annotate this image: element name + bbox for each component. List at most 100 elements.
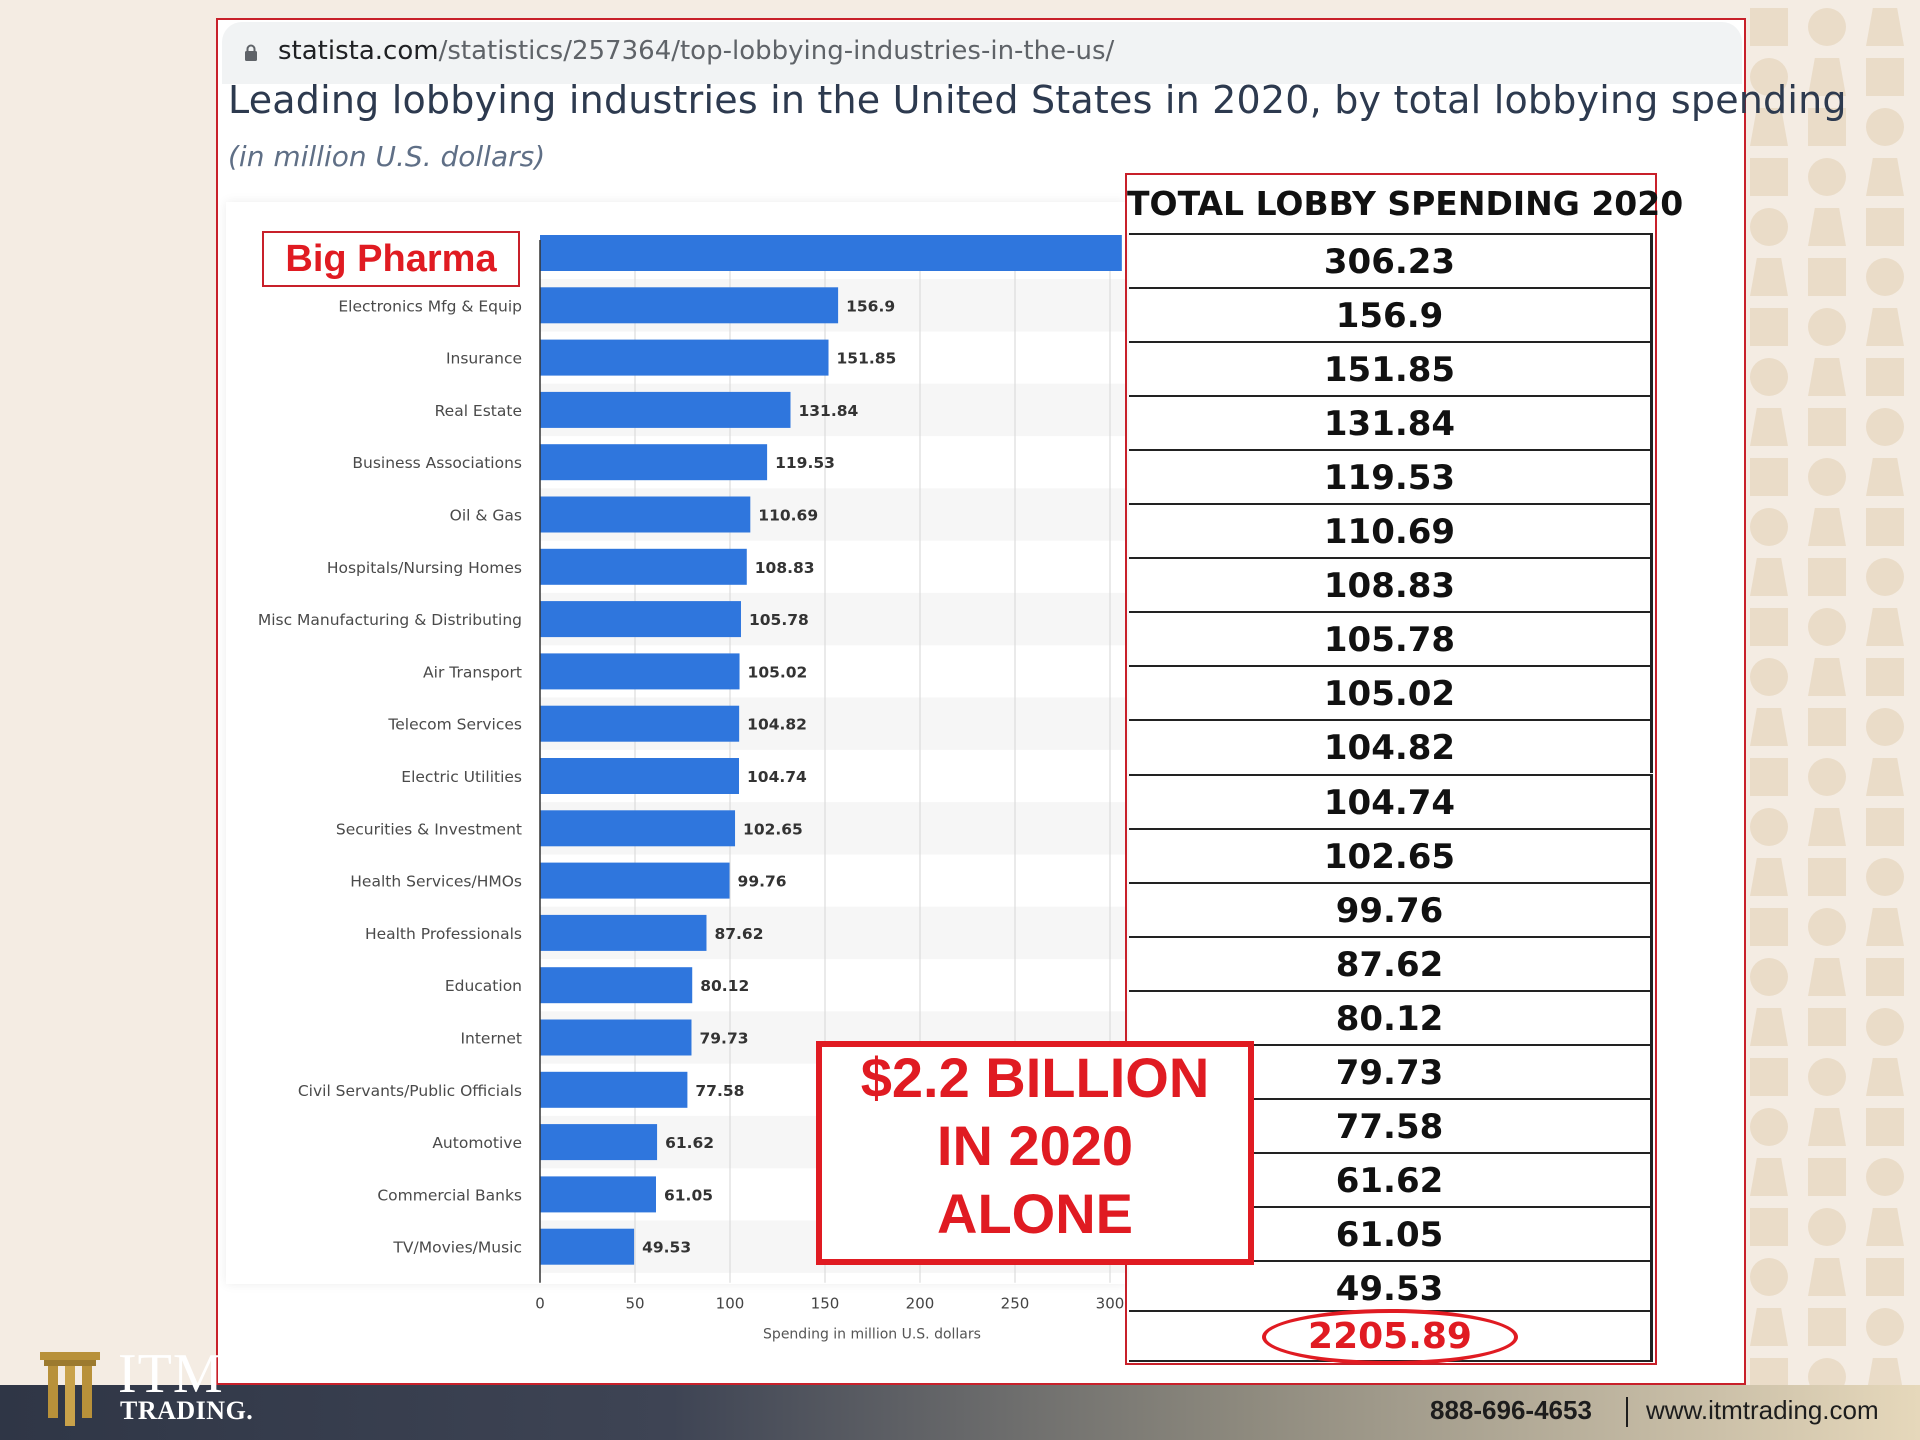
pattern-shape [1808,1158,1846,1196]
bar [540,1228,635,1265]
bar [540,548,747,585]
chart-title: Leading lobbying industries in the Unite… [228,78,1847,122]
pattern-shape [1808,108,1846,146]
x-tick-label: 150 [811,1295,840,1313]
bar [540,1019,692,1056]
data-label: 104.82 [747,716,807,734]
logo-subtitle: TRADING. [120,1396,254,1425]
bar [540,601,741,638]
bar [540,444,768,481]
pattern-shape [1750,1208,1788,1246]
bar [540,496,751,533]
callout-box [816,1041,1254,1265]
pattern-shape [1808,1058,1846,1096]
pattern-shape [1866,758,1904,796]
pattern-shape [1750,308,1788,346]
logo-name: ITM [118,1343,224,1405]
pattern-shape [1808,308,1846,346]
pattern-shape [1750,158,1788,196]
table-row: 105.78 [1129,611,1653,666]
table-row: 99.76 [1129,881,1653,936]
pattern-shape [1808,408,1846,446]
pattern-shape [1808,758,1846,796]
pattern-shape [1808,558,1846,596]
category-label: Telecom Services [387,716,522,734]
pattern-shape [1866,1058,1904,1096]
category-label: Misc Manufacturing & Distributing [258,611,522,629]
data-label: 99.76 [738,873,787,891]
website-link[interactable]: www.itmtrading.com [1646,1395,1879,1425]
pattern-shape [1866,458,1904,496]
pattern-shape [1866,258,1904,296]
pattern-shape [1866,1008,1904,1046]
pattern-shape [1808,208,1846,246]
pattern-shape [1808,1008,1846,1046]
pattern-shape [1808,358,1846,396]
pattern-shape [1808,658,1846,696]
table-row: 105.02 [1129,665,1653,720]
category-label: Commercial Banks [377,1186,522,1204]
category-label: Electric Utilities [401,768,522,786]
pattern-shape [1866,858,1904,896]
x-tick-label: 100 [716,1295,745,1313]
table-row: 49.53 [1129,1259,1653,1314]
pattern-shape [1750,858,1788,896]
pattern-shape [1750,358,1788,396]
pattern-shape [1750,958,1788,996]
browser-url-bar[interactable] [222,22,1742,84]
x-tick-label: 50 [625,1295,644,1313]
category-label: TV/Movies/Music [392,1239,522,1257]
table-total-value: 2205.89 [1308,1316,1472,1357]
bar [540,914,707,951]
category-label: Civil Servants/Public Officials [298,1082,522,1100]
phone-number[interactable]: 888-696-4653 [1430,1395,1592,1425]
table-row: 104.82 [1129,719,1653,774]
pattern-shape [1750,708,1788,746]
background-pattern [1740,0,1920,1385]
big-pharma-label: Big Pharma [262,231,520,287]
column-logo-icon [40,1352,100,1426]
lock-icon [245,44,257,61]
pattern-shape [1808,958,1846,996]
x-axis-title: Spending in million U.S. dollars [763,1327,981,1343]
bar [540,1071,688,1108]
bar [540,235,1122,271]
pattern-shape [1808,1358,1846,1385]
data-label: 131.84 [798,402,858,420]
data-label: 79.73 [699,1030,748,1048]
pattern-shape [1866,508,1904,546]
pattern-shape [1750,458,1788,496]
data-label: 105.02 [748,663,808,681]
pattern-shape [1866,8,1904,46]
table-row: 110.69 [1129,503,1653,558]
pattern-shape [1750,1258,1788,1296]
bar [540,862,730,899]
pattern-shape [1866,208,1904,246]
pattern-shape [1750,58,1788,96]
pattern-shape [1750,808,1788,846]
data-label: 105.78 [749,611,809,629]
callout-line-1: $2.2 BILLION [860,1046,1210,1109]
pattern-shape [1808,1208,1846,1246]
table-row: 156.9 [1129,287,1653,342]
pattern-shape [1866,808,1904,846]
pattern-shape [1750,608,1788,646]
pattern-shape [1750,908,1788,946]
url-path: /statistics/257364/top-lobbying-industri… [438,36,1115,66]
pattern-shape [1750,1108,1788,1146]
bar [540,653,740,690]
pattern-shape [1866,658,1904,696]
url-text[interactable]: statista.com/statistics/257364/top-lobby… [278,36,1114,66]
pattern-shape [1808,8,1846,46]
pattern-shape [1866,308,1904,346]
footer-divider [1626,1397,1628,1427]
data-label: 102.65 [743,820,803,838]
category-label: Internet [460,1030,522,1048]
category-label: Real Estate [435,402,522,420]
pattern-shape [1750,8,1788,46]
total-highlight-ellipse [1262,1309,1518,1365]
x-tick-label: 300 [1096,1295,1125,1313]
pattern-shape [1808,808,1846,846]
pattern-shape [1808,1258,1846,1296]
bar [540,967,693,1004]
